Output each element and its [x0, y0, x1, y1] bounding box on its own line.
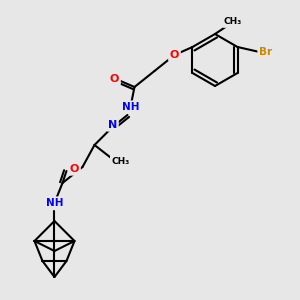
Text: NH: NH: [46, 198, 63, 208]
Text: O: O: [70, 164, 79, 174]
Text: Br: Br: [259, 47, 272, 57]
Text: CH₃: CH₃: [111, 157, 130, 166]
Text: O: O: [170, 50, 179, 60]
Text: O: O: [110, 74, 119, 84]
Text: N: N: [108, 120, 117, 130]
Text: NH: NH: [122, 102, 139, 112]
Text: CH₃: CH₃: [224, 17, 242, 26]
